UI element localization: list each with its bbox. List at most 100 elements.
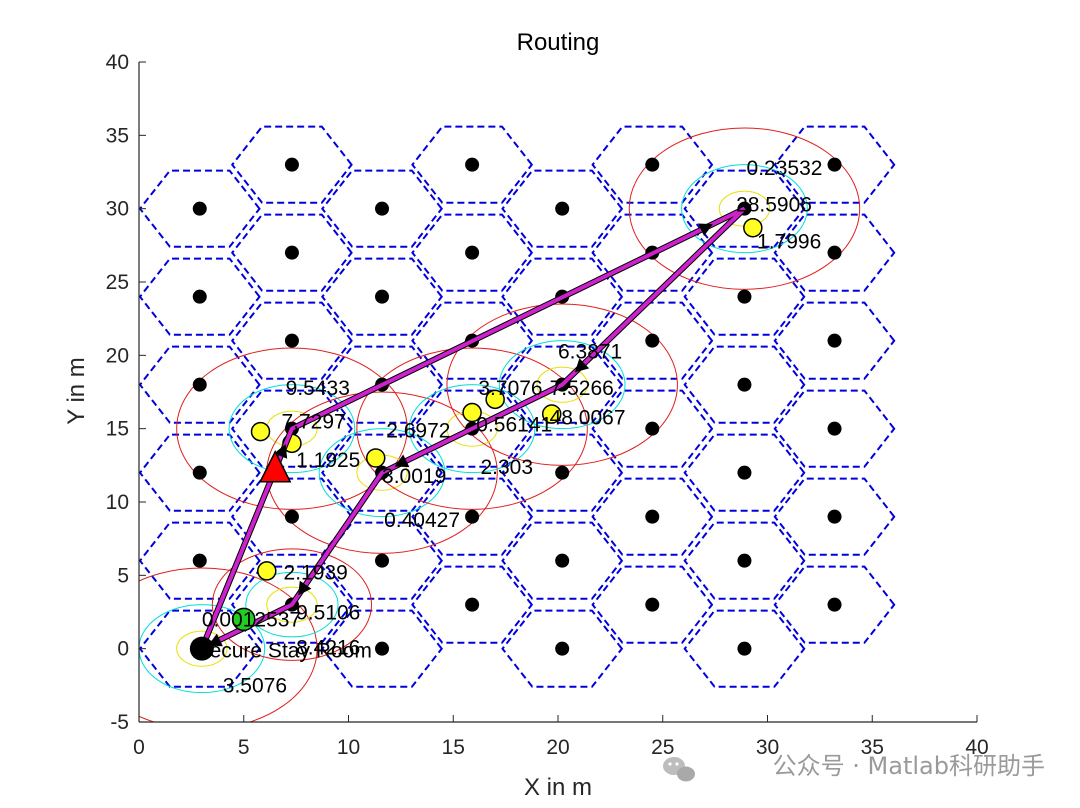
cell-center-point <box>284 245 299 260</box>
range-circle-inner <box>266 586 318 623</box>
range-circle-middle <box>245 571 339 638</box>
hex-cell <box>683 521 806 600</box>
cell-center-point <box>737 289 752 304</box>
hex-cell <box>501 433 624 512</box>
sensor-node-point <box>485 389 505 410</box>
cell-center-point <box>375 641 390 656</box>
range-circle-middle <box>408 384 536 474</box>
x-tick-label: 0 <box>133 736 145 759</box>
range-circle-middle <box>498 340 626 430</box>
hex-cell <box>139 257 261 336</box>
hex-cell <box>411 213 534 292</box>
y-tick-label: 30 <box>106 198 129 221</box>
hex-cell <box>411 477 534 556</box>
cell-center-point <box>737 641 752 656</box>
hex-cell <box>773 301 896 380</box>
hex-cell <box>591 389 714 468</box>
cell-center-point <box>555 201 570 216</box>
sensor-node-point <box>743 217 763 238</box>
hex-cell <box>683 433 806 512</box>
cell-center-point <box>737 465 752 480</box>
y-tick-label: -5 <box>110 711 129 734</box>
cell-center-point <box>645 597 660 612</box>
hex-cell <box>321 433 443 512</box>
cell-center-point <box>465 245 480 260</box>
hex-cell <box>591 301 714 380</box>
node-value-label: 7.5266 <box>550 377 614 400</box>
hex-cell <box>591 477 714 556</box>
cell-center-point <box>375 289 390 304</box>
cell-center-point <box>555 553 570 568</box>
hex-cell <box>411 301 534 380</box>
x-tick-label: 20 <box>546 736 569 759</box>
route-arrowhead <box>274 444 288 459</box>
x-tick-label: 30 <box>756 736 779 759</box>
y-tick-label: 25 <box>106 271 129 294</box>
cell-center-point <box>192 553 207 568</box>
hex-cell <box>230 477 353 556</box>
hex-cell <box>230 301 353 380</box>
hex-cell <box>773 477 896 556</box>
y-tick-label: 5 <box>117 564 129 587</box>
node-value-label: 1.7996 <box>757 230 821 253</box>
hex-cell <box>411 125 534 204</box>
hex-cell <box>230 565 353 644</box>
x-tick-label: 5 <box>238 736 250 759</box>
hex-cell <box>501 169 624 248</box>
node-value-label: 48.0067 <box>550 406 626 429</box>
cell-center-point <box>465 157 480 172</box>
route-arrowhead <box>298 580 312 596</box>
range-circle-outer <box>628 127 861 290</box>
cell-center-point <box>645 333 660 348</box>
node-value-label: Secure Stay Room <box>196 639 372 662</box>
hex-cell <box>230 389 353 468</box>
x-tick-label: 15 <box>442 736 465 759</box>
watermark-text: 公众号 · Matlab科研助手 <box>773 752 1045 780</box>
cell-center-point <box>645 421 660 436</box>
y-tick-label: 35 <box>106 124 129 147</box>
cell-center-point <box>827 333 842 348</box>
cell-center-point <box>827 245 842 260</box>
range-circle-inner <box>536 366 588 403</box>
hex-cell <box>230 213 353 292</box>
range-circle-inner <box>176 630 228 667</box>
hex-cell <box>773 213 896 292</box>
y-axis-label: Y in m <box>63 357 90 425</box>
hex-cell <box>230 125 353 204</box>
relay-node-marker <box>232 607 256 632</box>
hex-cell <box>501 609 624 688</box>
cell-center-point <box>192 377 207 392</box>
cluster-head-marker <box>258 450 292 483</box>
y-tick-label: 10 <box>106 491 129 514</box>
range-circle-middle <box>318 428 446 518</box>
range-circle-outer <box>139 567 318 722</box>
range-circle-middle <box>228 384 356 474</box>
node-value-label: 2.1939 <box>284 562 348 585</box>
x-tick-label: 25 <box>651 736 674 759</box>
range-circle-middle <box>139 604 266 694</box>
cell-center-point <box>192 289 207 304</box>
node-value-label: 2.303 <box>480 456 533 479</box>
cell-center-point <box>555 641 570 656</box>
sensor-node-point <box>462 402 482 423</box>
hex-cell <box>321 257 443 336</box>
hex-cell <box>683 169 806 248</box>
range-circle-outer <box>446 303 678 466</box>
node-value-label: 8.4216 <box>296 637 360 660</box>
route-path <box>199 206 746 651</box>
hex-cell <box>773 125 896 204</box>
range-circle-middle <box>681 164 808 254</box>
node-value-label: 0.40427 <box>384 509 460 532</box>
sensor-node-point <box>250 421 271 442</box>
cell-center-point <box>284 333 299 348</box>
cell-center-point <box>737 377 752 392</box>
range-circle-outer <box>356 347 588 510</box>
hex-cell <box>773 389 896 468</box>
cell-center-point <box>827 509 842 524</box>
node-value-label: 9.5433 <box>286 377 350 400</box>
cell-center-point <box>827 597 842 612</box>
hex-cell <box>411 565 534 644</box>
x-tick-label: 40 <box>965 736 988 759</box>
cell-center-point <box>645 157 660 172</box>
cell-center-point <box>284 157 299 172</box>
